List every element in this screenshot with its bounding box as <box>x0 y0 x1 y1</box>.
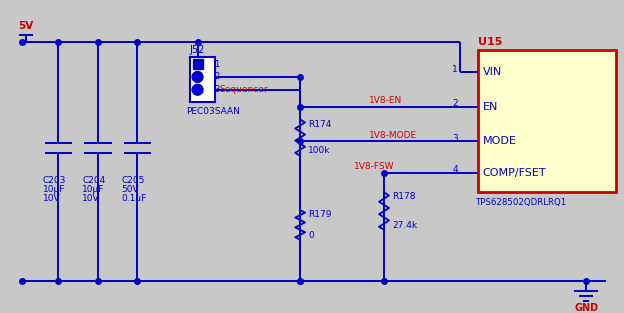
Text: MODE: MODE <box>482 136 517 146</box>
Text: 1: 1 <box>452 64 458 74</box>
Text: 0: 0 <box>308 231 314 240</box>
Text: 3: 3 <box>214 85 220 94</box>
Text: R178: R178 <box>392 192 416 201</box>
Text: 0.1uF: 0.1uF <box>122 194 147 203</box>
Bar <box>190 57 215 102</box>
Text: 3: 3 <box>452 134 458 143</box>
Text: 5V: 5V <box>18 21 33 31</box>
Text: GND: GND <box>574 303 598 313</box>
Text: PEC03SAAN: PEC03SAAN <box>186 107 240 116</box>
Text: 1V8-FSW: 1V8-FSW <box>354 162 395 171</box>
Text: 10V: 10V <box>42 194 61 203</box>
Bar <box>478 50 616 192</box>
Text: 50V: 50V <box>122 185 139 194</box>
Bar <box>193 59 203 69</box>
Text: 10V: 10V <box>82 194 100 203</box>
Text: TPS628502QDRLRQ1: TPS628502QDRLRQ1 <box>475 198 567 207</box>
Text: C204: C204 <box>82 176 105 185</box>
Text: 4: 4 <box>452 165 458 174</box>
Circle shape <box>192 84 203 95</box>
Text: VIN: VIN <box>482 67 502 77</box>
Text: C203: C203 <box>42 176 66 185</box>
Text: 1: 1 <box>214 59 220 69</box>
Text: 1V8-EN: 1V8-EN <box>369 96 402 105</box>
Text: 1V8-MODE: 1V8-MODE <box>369 131 417 140</box>
Text: Sequencer: Sequencer <box>219 85 268 94</box>
Text: U15: U15 <box>478 38 502 47</box>
Text: 27.4k: 27.4k <box>392 221 417 230</box>
Text: 100k: 100k <box>308 146 331 156</box>
Text: C205: C205 <box>122 176 145 185</box>
Text: R179: R179 <box>308 210 331 218</box>
Text: 10μF: 10μF <box>82 185 105 194</box>
Text: 2: 2 <box>452 99 458 108</box>
Text: J52: J52 <box>190 45 205 55</box>
Text: EN: EN <box>482 101 498 111</box>
Text: 2: 2 <box>214 72 220 81</box>
Text: COMP/FSET: COMP/FSET <box>482 168 546 178</box>
Text: R174: R174 <box>308 120 331 129</box>
Circle shape <box>192 71 203 82</box>
Text: 10μF: 10μF <box>42 185 65 194</box>
